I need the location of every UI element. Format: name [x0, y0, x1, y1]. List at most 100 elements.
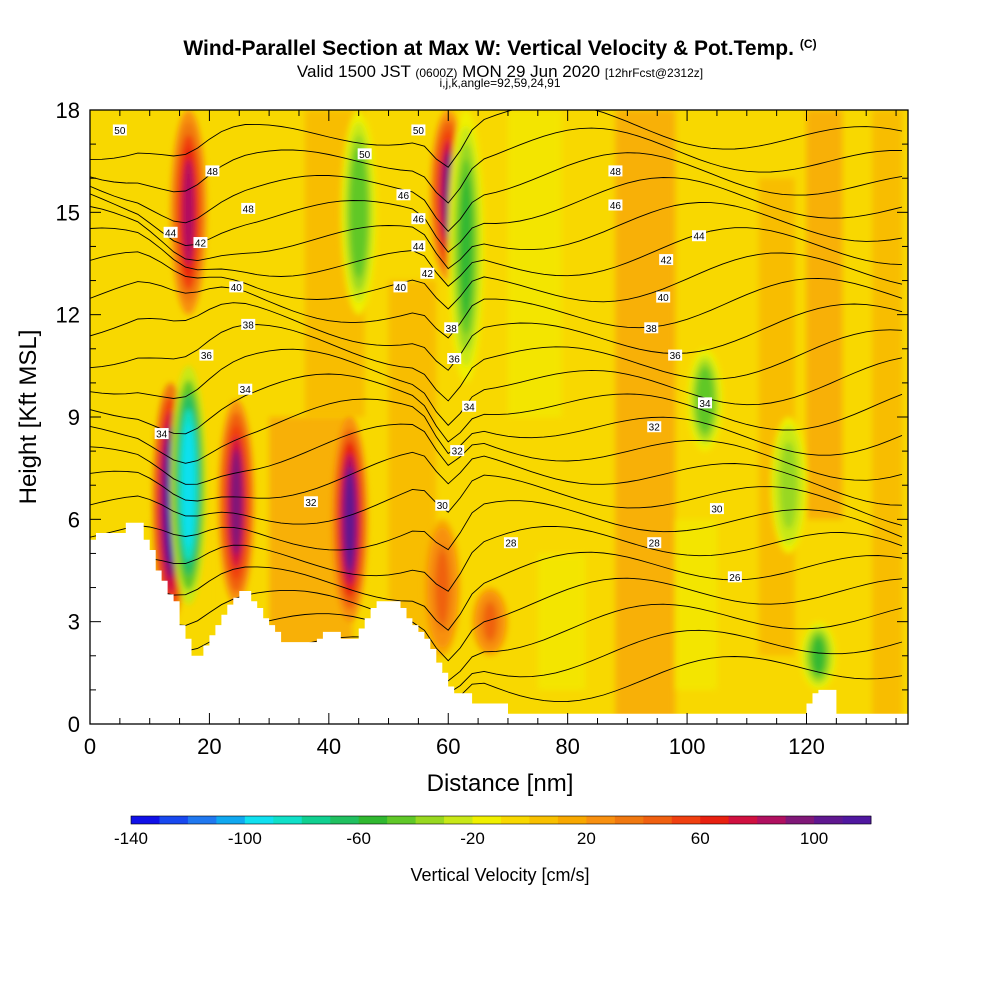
colorbar-swatch: [557, 816, 587, 824]
contour-label: 40: [658, 293, 670, 304]
contour-label-bg: [647, 421, 662, 433]
contour-label: 42: [422, 269, 434, 280]
contour-label-bg: [238, 383, 253, 395]
background-streak: [806, 110, 843, 520]
contour-label: 44: [693, 232, 705, 243]
theta-contour: [90, 500, 903, 551]
chart-subtitle: Valid 1500 JST (0600Z) MON 29 Jun 2020 […: [0, 62, 1000, 82]
x-tick-label: 100: [669, 734, 706, 759]
contour-label-bg: [444, 322, 459, 334]
theta-contours: [90, 110, 903, 705]
contour-label: 46: [610, 201, 622, 212]
contour-label-bg: [411, 213, 426, 225]
contour-label: 34: [240, 385, 252, 396]
contour-label-bg: [709, 503, 724, 515]
contour-label: 38: [646, 324, 658, 335]
background-streak: [675, 519, 717, 690]
contour-label: 50: [413, 126, 425, 137]
contour-label-bg: [450, 445, 465, 457]
contour-label-bg: [199, 349, 214, 361]
section-indices: i,j,k,angle=92,59,24,91: [439, 76, 561, 90]
theta-contour: [90, 110, 903, 168]
contour-label-bg: [393, 281, 408, 293]
contour-label-bg: [411, 124, 426, 136]
contour-label: 46: [413, 215, 425, 226]
contour-label: 38: [243, 320, 255, 331]
velocity-cell: [460, 175, 472, 318]
contour-label-bg: [647, 537, 662, 549]
colorbar-swatch: [159, 816, 189, 824]
theta-contour: [90, 577, 903, 662]
contour-label-bg: [644, 322, 659, 334]
forecast-info: [12hrFcst@2312z]: [604, 66, 704, 80]
contour-label-bg: [229, 281, 244, 293]
colorbar-swatch: [643, 816, 673, 824]
contour-label: 30: [437, 501, 449, 512]
contour-label: 30: [711, 505, 723, 516]
background-streak: [758, 178, 795, 656]
theta-contour: [90, 251, 903, 310]
contour-label-bg: [608, 199, 623, 211]
valid-utc: (0600Z): [415, 66, 458, 80]
theta-contour: [90, 398, 903, 464]
contour-label: 48: [243, 204, 255, 215]
y-axis-label: Height [Kft MSL]: [15, 330, 42, 505]
theta-contour: [90, 302, 903, 371]
colorbar-swatch: [614, 816, 644, 824]
velocity-cell: [182, 423, 195, 548]
contour-label: 36: [670, 351, 682, 362]
theta-contour: [90, 423, 903, 485]
chart-title: Wind-Parallel Section at Max W: Vertical…: [0, 37, 1000, 61]
velocity-cell: [812, 638, 825, 674]
theta-contour: [90, 277, 903, 339]
x-tick-label: 20: [197, 734, 221, 759]
contour-label-bg: [462, 400, 477, 412]
theta-contour: [90, 373, 903, 443]
copyright-mark: (C): [799, 37, 817, 51]
contour-label: 34: [464, 402, 476, 413]
contour-label: 44: [165, 228, 177, 239]
colorbar: [130, 815, 872, 825]
contour-label-bg: [503, 537, 518, 549]
contour-label: 50: [359, 150, 371, 161]
colorbar-tick-label: -100: [228, 829, 262, 848]
colorbar-swatch: [814, 816, 843, 824]
colorbar-swatch: [529, 816, 559, 824]
velocity-cell: [484, 603, 496, 640]
x-axis: 0 20 40 60 80 100 120: [84, 110, 897, 759]
contour-labels: 50 50 50 48 48 48 46 46 46 44 44 44 42 42 42 40 40 40 38 38…: [112, 124, 742, 584]
colorbar-swatch: [301, 816, 331, 824]
contour-label: 48: [207, 167, 219, 178]
x-axis-label: Distance [nm]: [427, 770, 574, 797]
colorbar-swatch: [244, 816, 274, 824]
theta-contour: [90, 127, 902, 204]
contour-label-bg: [447, 353, 462, 365]
x-tick-label: 120: [788, 734, 825, 759]
theta-contour: [90, 451, 903, 506]
colorbar-swatch: [216, 816, 246, 824]
x-tick-label: 40: [317, 734, 341, 759]
theta-contour: [90, 551, 903, 631]
colorbar-swatch: [842, 816, 872, 824]
contour-label-bg: [303, 496, 318, 508]
colorbar-ticks: -140 -100 -60 -20 20 60 100: [114, 829, 828, 848]
contour-label-bg: [659, 254, 674, 266]
colorbar-swatch: [358, 816, 388, 824]
colorbar-swatch: [757, 816, 787, 824]
x-tick-label: 60: [436, 734, 460, 759]
contour-label-bg: [357, 148, 372, 160]
colorbar-swatch: [330, 816, 360, 824]
y-tick-label: 6: [68, 507, 80, 532]
colorbar-swatch: [586, 816, 616, 824]
contour-label: 42: [195, 239, 207, 250]
colorbar-swatch: [472, 816, 502, 824]
colorbar-swatch: [700, 816, 730, 824]
theta-contour: [90, 348, 903, 426]
contour-label-bg: [668, 349, 683, 361]
contour-label-bg: [154, 428, 169, 440]
y-tick-label: 0: [68, 712, 80, 737]
contour-label-bg: [656, 291, 671, 303]
colorbar-frame: [130, 815, 872, 825]
